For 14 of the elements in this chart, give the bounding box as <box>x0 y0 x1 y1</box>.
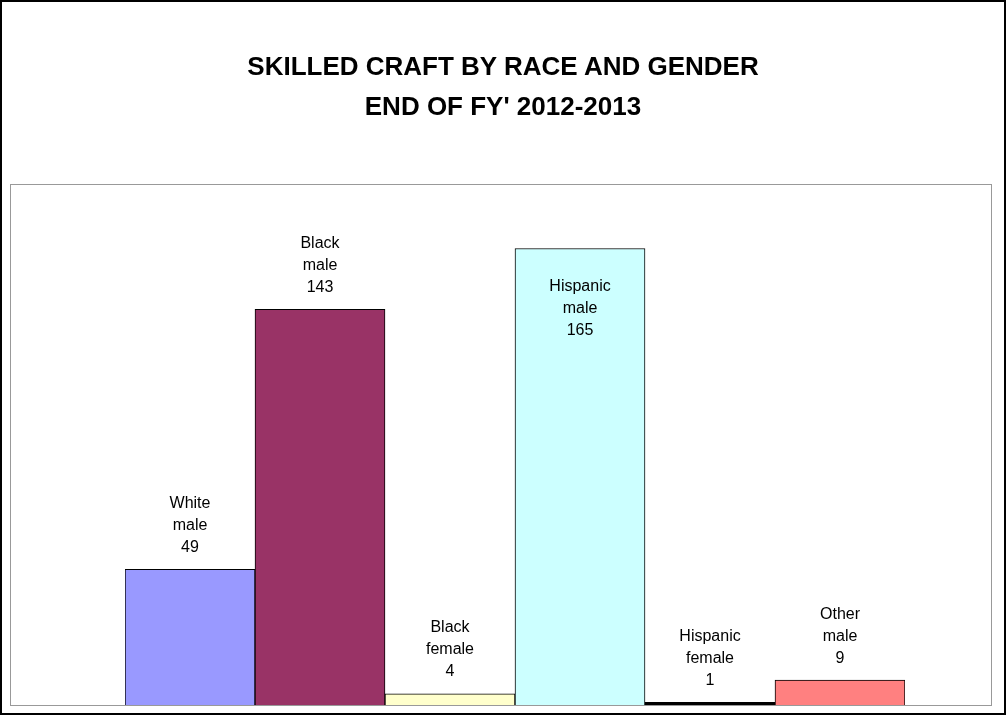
data-label: 49 <box>181 537 199 555</box>
data-label: 4 <box>445 662 455 680</box>
data-label: 143 <box>306 277 334 295</box>
x-tick-label: Hispanic female <box>679 626 741 666</box>
data-label: 9 <box>835 648 845 666</box>
chart-title: SKILLED CRAFT BY RACE AND GENDER <box>246 50 760 83</box>
data-label: 1 <box>705 670 715 688</box>
x-tick-label: Black female <box>425 618 475 658</box>
x-tick-label: White male <box>169 493 211 533</box>
chart-subtitle: END OF FY' 2012-2013 <box>363 90 643 123</box>
x-tick-label: Hispanic male <box>549 276 611 316</box>
x-tick-label: Other male <box>819 604 861 644</box>
data-label: 165 <box>566 320 594 338</box>
x-tick-label: Black male <box>300 233 341 273</box>
